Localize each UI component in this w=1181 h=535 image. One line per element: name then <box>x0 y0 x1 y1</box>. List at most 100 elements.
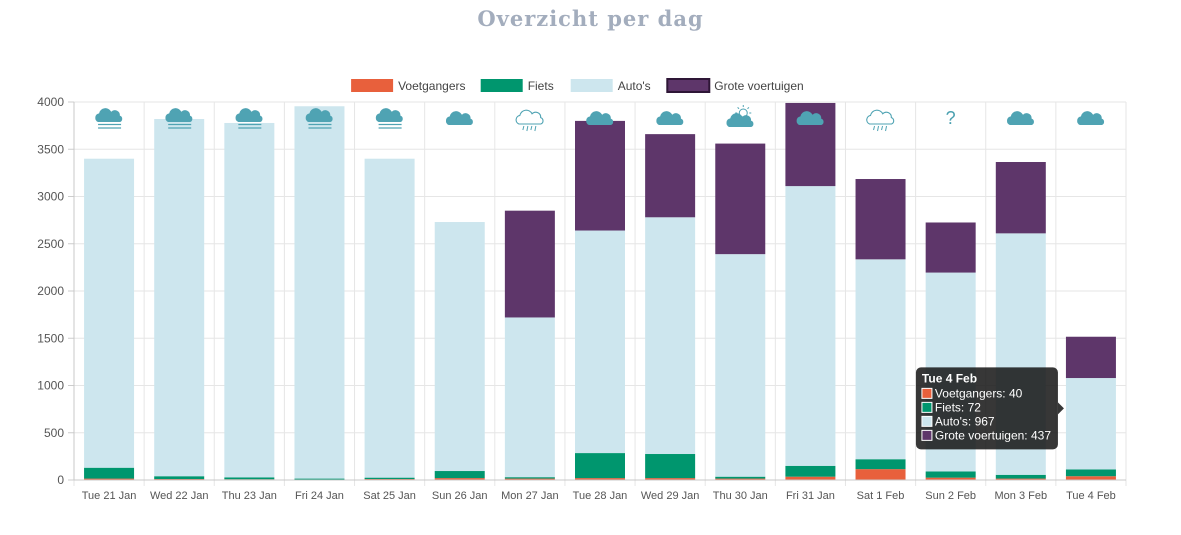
cloud-shape <box>866 109 895 125</box>
bar-fiets <box>645 454 696 479</box>
y-tick-label: 1500 <box>37 331 64 345</box>
x-tick-label: Sat 25 Jan <box>363 490 416 502</box>
fog-icon <box>235 108 263 129</box>
bar-voetgangers <box>855 469 906 480</box>
bar-grote-voertuigen <box>995 162 1046 234</box>
rain-drop <box>522 125 525 131</box>
y-tick-label: 3000 <box>37 190 64 204</box>
cloud-shape <box>796 111 824 126</box>
bar-auto-s <box>294 106 345 479</box>
x-tick-label: Sat 1 Feb <box>857 490 905 502</box>
bar-fiets <box>224 477 275 480</box>
bar-auto-s <box>785 186 836 466</box>
rain-drop <box>526 125 529 132</box>
tooltip-line: Auto's: 967 <box>935 414 995 428</box>
cloud-shape <box>375 108 403 123</box>
bar-fiets <box>154 476 205 480</box>
y-tick-label: 1000 <box>37 379 64 393</box>
bar-voetgangers <box>1065 476 1116 480</box>
x-tick-label: Thu 30 Jan <box>713 490 768 502</box>
bar-voetgangers <box>645 478 696 480</box>
bar-fiets <box>575 453 625 479</box>
fog-icon <box>305 108 333 129</box>
legend-swatch <box>666 78 711 93</box>
bar-grote-voertuigen <box>1065 336 1116 379</box>
bar-fiets <box>855 459 906 470</box>
y-tick-label: 4000 <box>37 95 64 109</box>
legend-item: Fiets <box>480 79 554 93</box>
bar-fiets <box>434 471 485 479</box>
legend-label: Fiets <box>528 79 554 93</box>
bar-auto-s <box>855 259 906 460</box>
legend-item: Grote voertuigen <box>666 78 804 93</box>
bar-voetgangers <box>504 478 555 480</box>
bar-grote-voertuigen <box>504 210 555 318</box>
bar-grote-voertuigen <box>925 222 976 273</box>
tooltip-line: Voetgangers: 40 <box>935 386 1023 400</box>
sun-ray <box>737 106 740 110</box>
legend-swatch <box>570 79 613 92</box>
bar-voetgangers <box>84 478 135 480</box>
rain-drop <box>873 125 876 131</box>
bar-auto-s <box>84 158 135 468</box>
rain-drop <box>534 125 537 132</box>
unknown-icon: ? <box>946 108 956 128</box>
cloud-shape <box>1007 111 1034 126</box>
legend: Voetgangers Fiets Auto's Grote voertuigen <box>351 78 804 93</box>
tooltip-swatch <box>921 429 933 441</box>
x-tick-label: Sun 2 Feb <box>925 490 976 502</box>
legend-swatch <box>351 79 394 92</box>
rain-drop <box>530 125 533 131</box>
sun-ray <box>747 106 750 110</box>
fog-icon <box>95 108 123 129</box>
bar-fiets <box>925 471 976 478</box>
x-tick-label: Mon 27 Jan <box>501 490 558 502</box>
x-tick-label: Mon 3 Feb <box>995 490 1048 502</box>
cloud-icon <box>586 111 614 126</box>
bar-fiets <box>84 467 135 479</box>
rain-icon <box>515 109 544 132</box>
tooltip-swatch <box>921 401 933 413</box>
bar-auto-s <box>154 119 205 477</box>
bar-grote-voertuigen <box>575 120 625 231</box>
x-tick-label: Tue 4 Feb <box>1066 490 1116 502</box>
bar-fiets <box>364 477 415 480</box>
cloud-shape <box>515 109 544 125</box>
bar-fiets <box>785 465 836 477</box>
x-tick-label: Sun 26 Jan <box>432 490 488 502</box>
y-tick-label: 3500 <box>37 142 64 156</box>
cloud-icon <box>1077 111 1105 126</box>
bar-voetgangers <box>575 478 625 480</box>
tooltip-box <box>915 367 1058 450</box>
tooltip-line: Fiets: 72 <box>935 400 981 414</box>
bar-voetgangers <box>925 477 976 480</box>
bar-grote-voertuigen <box>715 143 766 255</box>
legend-label: Auto's <box>618 79 651 93</box>
cloud-shape <box>305 108 333 123</box>
chart-title: Overzicht per dag <box>477 6 704 31</box>
tooltip-title: Tue 4 Feb <box>922 371 977 385</box>
legend-item: Voetgangers <box>351 79 465 93</box>
bar-auto-s <box>504 317 555 478</box>
tooltip-line: Grote voertuigen: 437 <box>935 428 1051 442</box>
bar-fiets <box>504 477 555 479</box>
rain-drop <box>885 125 888 132</box>
fog-icon <box>375 108 403 129</box>
bar-auto-s <box>645 217 696 455</box>
bar-voetgangers <box>434 478 485 480</box>
cloud-icon <box>796 111 824 126</box>
x-tick-label: Fri 31 Jan <box>786 490 835 502</box>
bar-grote-voertuigen <box>855 179 906 260</box>
cloud-shape <box>1077 111 1105 126</box>
rain-icon <box>866 109 895 132</box>
bar-voetgangers <box>995 478 1046 480</box>
cloud-shape <box>95 108 123 123</box>
rain-drop <box>881 125 884 131</box>
bar-series <box>84 102 1116 480</box>
bar-fiets <box>1065 469 1116 477</box>
unknown-weather-label: ? <box>946 108 956 128</box>
x-tick-label: Thu 23 Jan <box>222 490 277 502</box>
bar-auto-s <box>224 122 275 478</box>
bar-voetgangers <box>785 476 836 480</box>
